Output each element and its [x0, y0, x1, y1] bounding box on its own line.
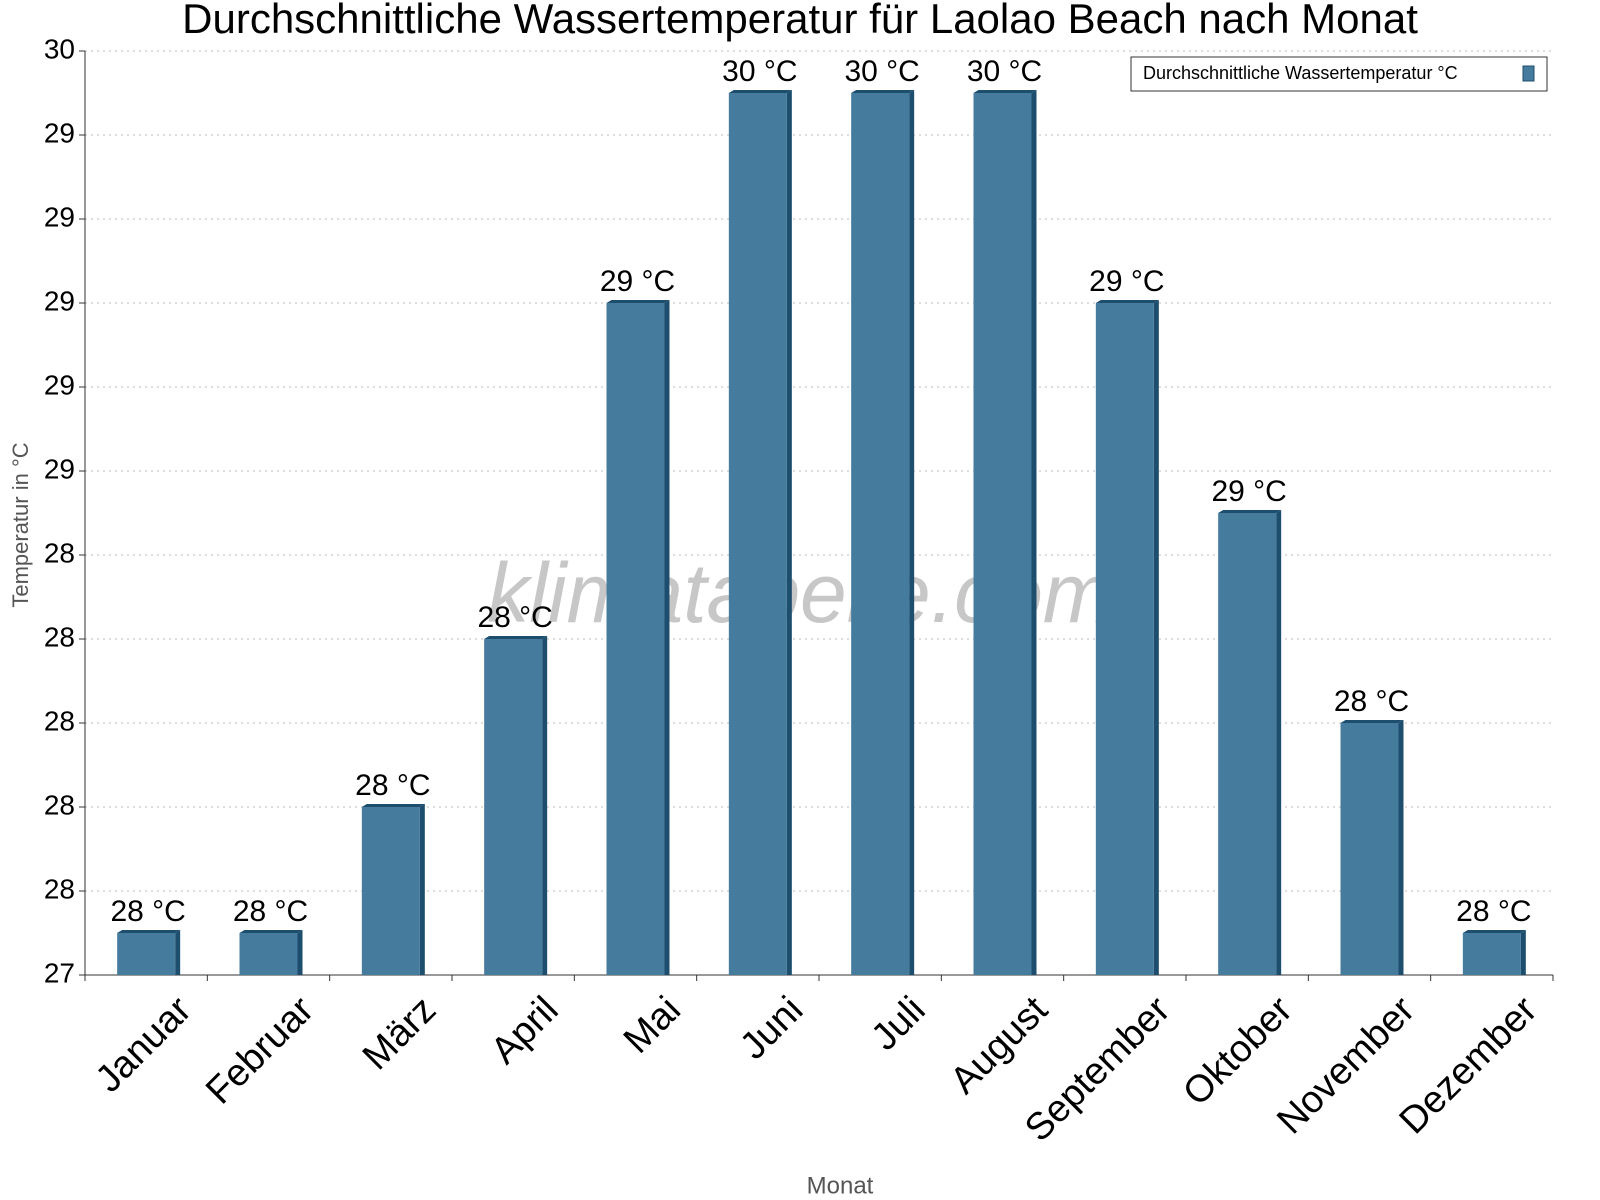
- bar: [1462, 933, 1521, 975]
- data-label: 29 °C: [1089, 265, 1164, 298]
- x-tick-label: Mai: [616, 989, 689, 1062]
- bar-top: [728, 90, 792, 93]
- data-label: 30 °C: [844, 55, 919, 88]
- y-axis-label: Temperatur in °C: [8, 442, 33, 607]
- bar-top: [1462, 930, 1526, 933]
- bar-top: [973, 90, 1037, 93]
- bar-side: [786, 90, 792, 975]
- bar: [239, 933, 298, 975]
- x-axis-label: Monat: [807, 1172, 874, 1199]
- data-label: 30 °C: [967, 55, 1042, 88]
- data-label: 28 °C: [1456, 895, 1531, 928]
- data-label: 28 °C: [477, 601, 552, 634]
- bar: [973, 93, 1032, 975]
- x-tick-label: Juli: [864, 989, 934, 1059]
- legend-label: Durchschnittliche Wassertemperatur °C: [1143, 63, 1458, 83]
- legend-box: [1130, 56, 1548, 92]
- x-tick-label: August: [943, 988, 1057, 1102]
- bar-top: [117, 930, 181, 933]
- y-tick-label: 29: [44, 453, 75, 484]
- bar: [484, 639, 543, 975]
- bar: [1340, 723, 1399, 975]
- bar: [606, 303, 665, 975]
- bar: [1218, 513, 1277, 975]
- bar: [361, 807, 420, 975]
- y-tick-label: 28: [44, 621, 75, 652]
- bar: [1095, 303, 1154, 975]
- bar-side: [1398, 720, 1404, 975]
- y-tick-label: 28: [44, 705, 75, 736]
- y-tick-label: 29: [44, 369, 75, 400]
- bar-top: [606, 300, 670, 303]
- y-tick-label: 28: [44, 873, 75, 904]
- bar-side: [175, 930, 181, 975]
- bar-top: [484, 636, 548, 639]
- x-tick-label: Oktober: [1175, 989, 1301, 1115]
- x-tick-label: März: [355, 989, 444, 1078]
- legend-swatch: [1522, 65, 1535, 82]
- data-label: 29 °C: [1211, 475, 1286, 508]
- y-tick-label: 29: [44, 201, 75, 232]
- chart-title: Durchschnittliche Wassertemperatur für L…: [182, 0, 1418, 42]
- x-tick-label: Juni: [732, 989, 811, 1068]
- y-tick-label: 28: [44, 537, 75, 568]
- y-tick-label: 28: [44, 789, 75, 820]
- bar: [851, 93, 910, 975]
- bar: [728, 93, 787, 975]
- bar-side: [664, 300, 670, 975]
- bar-side: [1520, 930, 1526, 975]
- data-label: 28 °C: [1334, 685, 1409, 718]
- bar-top: [361, 804, 425, 807]
- data-label: 30 °C: [722, 55, 797, 88]
- data-label: 28 °C: [110, 895, 185, 928]
- x-tick-label: Februar: [198, 989, 322, 1113]
- bar-side: [542, 636, 548, 975]
- bar-top: [1340, 720, 1404, 723]
- bar-top: [239, 930, 303, 933]
- y-tick-label: 29: [44, 117, 75, 148]
- bar: [117, 933, 176, 975]
- data-label: 28 °C: [355, 769, 430, 802]
- bar-side: [909, 90, 915, 975]
- y-tick-label: 27: [44, 957, 75, 988]
- bar-side: [297, 930, 303, 975]
- bar-side: [1276, 510, 1282, 975]
- bar-top: [1095, 300, 1159, 303]
- bar-top: [851, 90, 915, 93]
- bar-side: [1031, 90, 1037, 975]
- bar-top: [1218, 510, 1282, 513]
- data-label: 28 °C: [233, 895, 308, 928]
- x-tick-label: April: [483, 989, 566, 1072]
- y-tick-label: 30: [44, 33, 75, 64]
- bar-side: [1153, 300, 1159, 975]
- bar-side: [419, 804, 425, 975]
- y-tick-label: 29: [44, 285, 75, 316]
- data-label: 29 °C: [600, 265, 675, 298]
- x-tick-label: Januar: [88, 989, 200, 1101]
